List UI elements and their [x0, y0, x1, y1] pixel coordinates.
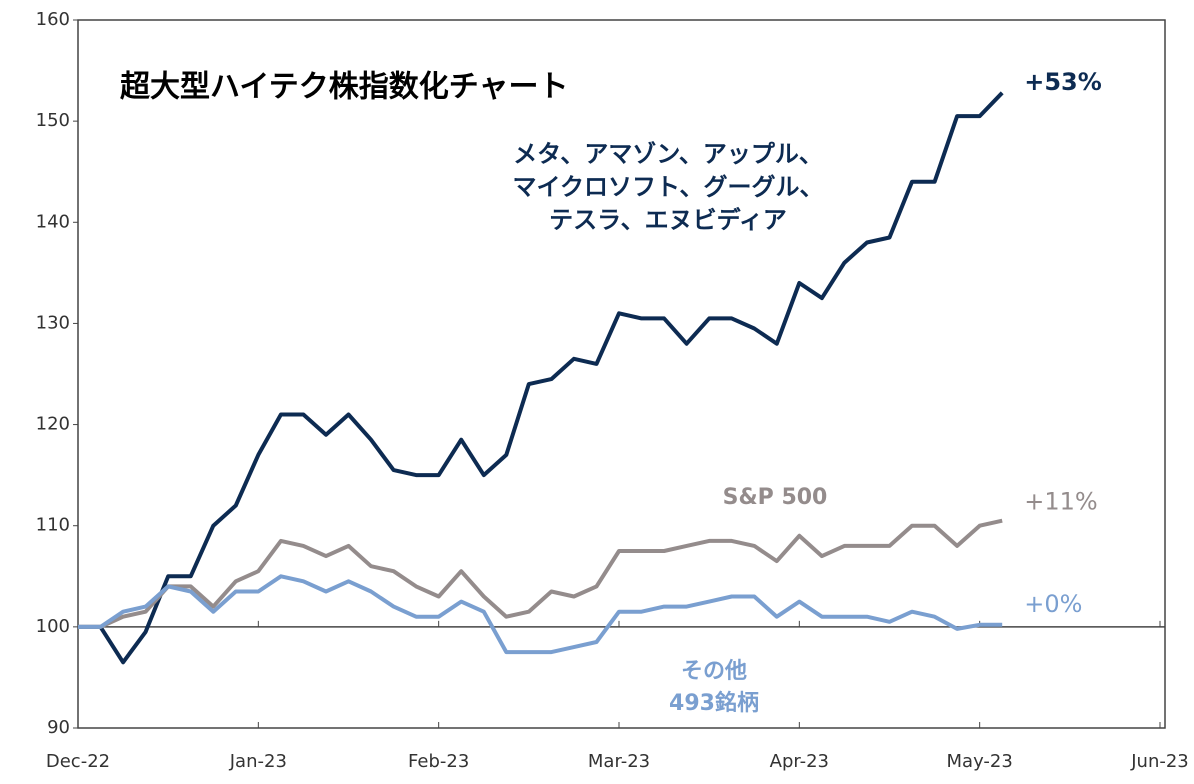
y-tick-label: 130 [36, 312, 70, 333]
y-tick-label: 90 [47, 717, 70, 738]
y-tick-label: 140 [36, 211, 70, 232]
end-label: +11% [1024, 488, 1097, 516]
x-tick-label: Apr-23 [770, 751, 829, 772]
line-series [78, 574, 1003, 655]
y-tick-label: 110 [36, 515, 70, 536]
subtitle: マイクロソフト、グーグル、 [512, 173, 823, 201]
chart-title: 超大型ハイテク株指数化チャート [120, 70, 569, 105]
end-label: +53% [1024, 68, 1102, 96]
y-tick-label: 120 [36, 414, 70, 435]
x-tick-label: Mar-23 [588, 751, 650, 772]
end-label: +0% [1024, 590, 1082, 618]
series-label: S&P 500 [723, 485, 828, 510]
x-tick-label: May-23 [947, 751, 1013, 772]
x-tick-label: Jan-23 [229, 751, 287, 772]
plot-frame [77, 19, 1166, 729]
y-tick-label: 160 [36, 9, 70, 30]
x-tick-label: Feb-23 [408, 751, 469, 772]
subtitle: テスラ、エヌビディア [549, 206, 787, 234]
line-series [78, 518, 1003, 629]
subtitle: メタ、アマゾン、アップル、 [513, 140, 823, 168]
line-series [78, 91, 1004, 665]
x-tick-label: Jun-23 [1130, 751, 1189, 772]
series-label: 493銘柄 [669, 690, 759, 716]
y-tick-label: 100 [36, 616, 70, 637]
y-tick-label: 150 [36, 110, 70, 131]
series-label: その他 [681, 659, 747, 684]
x-tick-label: Dec-22 [46, 751, 110, 772]
